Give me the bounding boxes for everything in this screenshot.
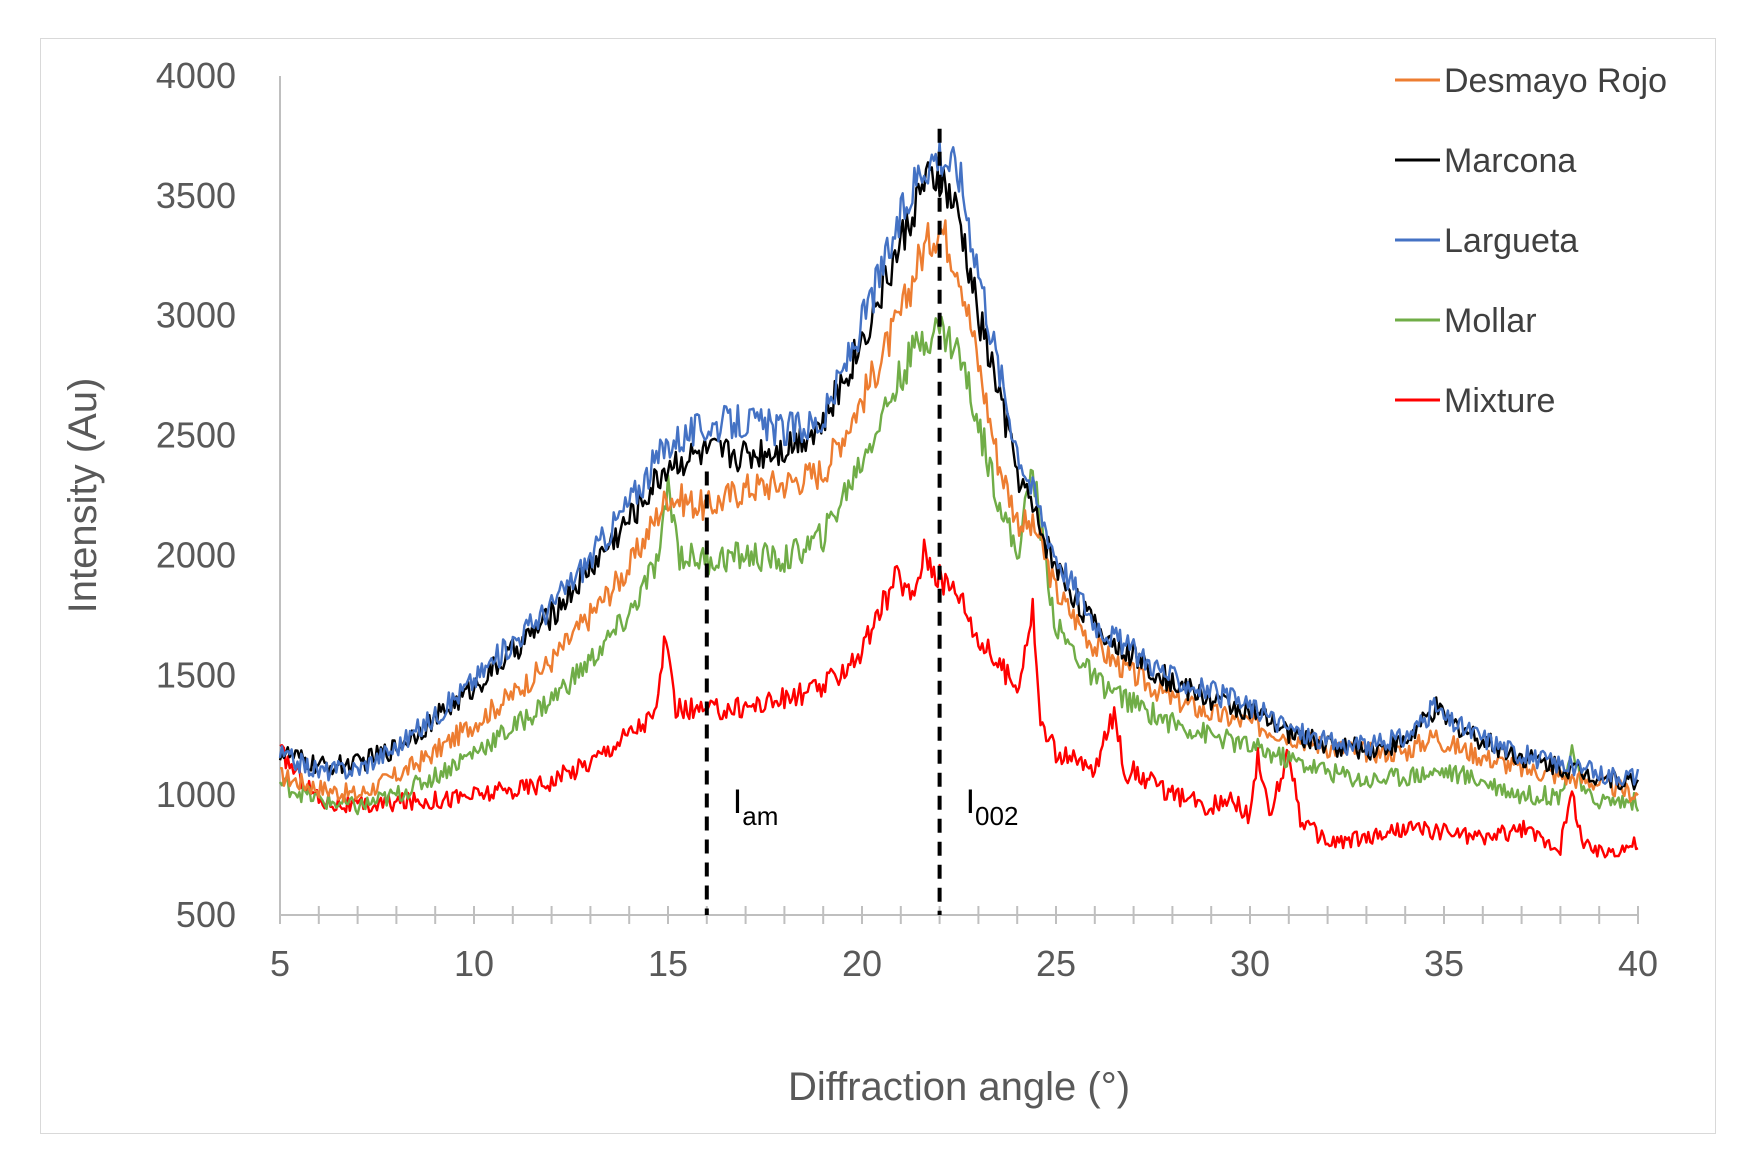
annotation-label: I002 bbox=[966, 783, 1019, 831]
y-tick-label: 1000 bbox=[156, 774, 236, 815]
legend-label: Mixture bbox=[1444, 382, 1555, 420]
x-tick-label: 25 bbox=[1036, 943, 1076, 984]
legend-label: Marcona bbox=[1444, 142, 1576, 180]
x-tick-label: 30 bbox=[1230, 943, 1270, 984]
series-line-mixture bbox=[279, 538, 1639, 859]
x-tick-label: 40 bbox=[1618, 943, 1658, 984]
y-tick-label: 500 bbox=[176, 894, 236, 935]
plot-lines bbox=[278, 141, 1640, 859]
x-tick-label: 5 bbox=[270, 943, 290, 984]
x-tick-label: 35 bbox=[1424, 943, 1464, 984]
series-line-desmayo-rojo bbox=[280, 219, 1639, 803]
legend-label: Largueta bbox=[1444, 222, 1578, 260]
y-tick-label: 4000 bbox=[156, 55, 236, 96]
y-tick-label: 1500 bbox=[156, 654, 236, 695]
y-tick-label: 2500 bbox=[156, 415, 236, 456]
series-line-largueta bbox=[278, 141, 1640, 787]
y-tick-label: 3500 bbox=[156, 175, 236, 216]
y-tick-label: 2000 bbox=[156, 534, 236, 575]
y-tick-label: 3000 bbox=[156, 295, 236, 336]
x-tick-label: 20 bbox=[842, 943, 882, 984]
y-axis-title: Intensity (Au) bbox=[61, 378, 105, 614]
axes: 5 10 15 20 25 30 35 40 500 1000 1500 2000 2500 3000 35… bbox=[156, 55, 1658, 984]
x-axis-title: Diffraction angle (°) bbox=[788, 1065, 1130, 1109]
chart-frame bbox=[40, 38, 1716, 1134]
x-tick-label: 15 bbox=[648, 943, 688, 984]
legend-label: Mollar bbox=[1444, 302, 1537, 340]
series-line-marcona bbox=[278, 161, 1640, 791]
x-tick-label: 10 bbox=[454, 943, 494, 984]
series-line-mollar bbox=[278, 315, 1640, 816]
legend-label: Desmayo Rojo bbox=[1444, 62, 1667, 100]
annotation-label: Iam bbox=[733, 783, 779, 831]
annotations: Iam I002 bbox=[704, 128, 1019, 915]
legend: Desmayo Rojo Marcona Largueta Mollar Mixture bbox=[1395, 62, 1667, 420]
